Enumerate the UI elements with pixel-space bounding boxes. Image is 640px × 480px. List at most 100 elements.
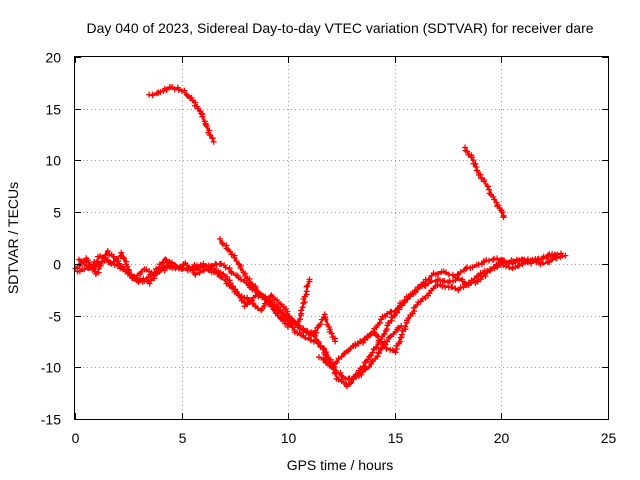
data-point	[219, 241, 226, 247]
data-point	[481, 178, 488, 185]
data-point	[192, 271, 199, 278]
data-point	[375, 349, 382, 356]
data-point	[237, 276, 244, 283]
data-point	[244, 294, 251, 301]
y-axis-tick-labels: -15 -10 -5 0 5 10 15 20	[41, 50, 61, 428]
data-point	[226, 282, 233, 289]
data-point	[500, 214, 507, 221]
data-point	[495, 260, 502, 267]
data-point	[332, 370, 339, 377]
plot-frame	[74, 56, 609, 420]
data-point	[228, 268, 235, 275]
data-point	[337, 369, 344, 376]
axis-ticks	[75, 57, 609, 420]
data-point	[207, 263, 214, 270]
data-point	[118, 249, 125, 256]
series-trace-6	[350, 251, 558, 356]
data-point	[487, 266, 494, 273]
y-tick-label: 20	[45, 50, 61, 66]
data-point	[384, 338, 390, 345]
data-point	[401, 297, 408, 304]
x-tick-label: 5	[179, 430, 187, 446]
data-point	[175, 86, 182, 93]
grid-lines	[75, 57, 608, 419]
data-point	[298, 307, 305, 314]
data-point	[202, 121, 209, 128]
data-point	[228, 270, 235, 277]
data-point	[346, 375, 353, 382]
data-point	[139, 278, 146, 285]
data-point	[303, 283, 310, 290]
data-point	[306, 276, 313, 283]
data-point	[399, 327, 406, 334]
data-point	[339, 374, 346, 380]
data-points	[72, 84, 569, 390]
data-point	[171, 86, 178, 93]
data-point	[274, 297, 280, 303]
data-point	[384, 310, 391, 317]
data-point	[211, 269, 217, 276]
data-point	[291, 319, 298, 326]
data-point	[402, 323, 409, 330]
data-point	[219, 240, 226, 246]
data-point	[119, 265, 126, 272]
data-point	[546, 259, 553, 266]
y-tick-label: -10	[41, 360, 61, 376]
data-point	[113, 255, 120, 262]
data-point	[246, 275, 253, 282]
data-point	[398, 322, 405, 329]
x-tick-label: 0	[72, 430, 80, 446]
data-point	[282, 315, 289, 322]
data-point	[120, 255, 127, 262]
data-point	[244, 301, 251, 308]
data-point	[180, 265, 187, 272]
data-point	[322, 359, 329, 366]
data-point	[322, 316, 329, 323]
data-point	[117, 253, 124, 260]
data-point	[218, 274, 225, 281]
data-point	[377, 346, 384, 353]
data-point	[209, 135, 216, 142]
data-point	[95, 260, 102, 267]
data-point	[500, 257, 507, 264]
data-point	[491, 196, 498, 203]
data-point	[328, 363, 335, 370]
data-point	[348, 379, 355, 386]
data-point	[222, 276, 229, 283]
data-point	[233, 288, 240, 295]
data-point	[183, 91, 190, 98]
data-point	[428, 277, 435, 284]
data-point	[150, 271, 157, 278]
data-point	[414, 301, 421, 308]
data-point	[101, 257, 108, 264]
data-point	[210, 138, 217, 145]
data-point	[168, 264, 174, 271]
data-point	[321, 356, 328, 363]
data-point	[329, 361, 336, 368]
data-point	[235, 292, 242, 299]
data-point	[274, 306, 281, 313]
data-point	[124, 263, 131, 270]
data-point	[95, 266, 102, 272]
data-point	[548, 253, 555, 260]
x-tick-label: 20	[494, 430, 510, 446]
data-point	[414, 284, 421, 291]
data-point	[161, 267, 168, 274]
data-point	[362, 359, 369, 366]
data-point	[391, 312, 398, 319]
data-point	[373, 344, 380, 350]
data-point	[412, 287, 418, 294]
chart-title: Day 040 of 2023, Sidereal Day-to-day VTE…	[86, 20, 593, 36]
data-point	[474, 167, 481, 174]
data-point	[410, 304, 417, 311]
data-point	[91, 258, 98, 265]
y-tick-label: -15	[41, 412, 61, 428]
data-point	[387, 333, 394, 340]
data-point	[208, 262, 215, 269]
data-point	[147, 277, 154, 284]
data-point	[249, 300, 256, 307]
data-point	[441, 277, 448, 284]
data-point	[534, 257, 541, 264]
data-point	[122, 268, 129, 275]
data-point	[369, 349, 376, 356]
